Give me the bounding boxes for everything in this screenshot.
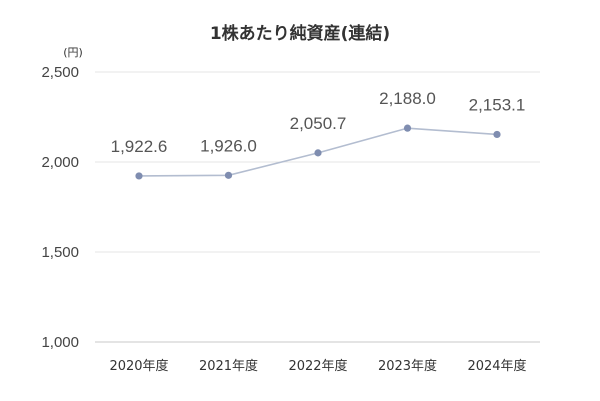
x-tick-label: 2022年度 bbox=[288, 358, 347, 374]
data-label: 1,922.6 bbox=[111, 137, 168, 156]
y-tick-label: 2,000 bbox=[41, 154, 79, 171]
y-unit-label: (円) bbox=[63, 46, 83, 59]
data-labels: 1,922.6 1,926.0 2,050.7 2,188.0 2,153.1 bbox=[111, 89, 526, 156]
x-tick-label: 2023年度 bbox=[378, 358, 437, 374]
x-tick-label: 2021年度 bbox=[199, 358, 258, 374]
y-tick-label: 2,500 bbox=[41, 64, 79, 81]
chart-title: 1株あたり純資産(連結) bbox=[210, 23, 390, 44]
y-tick-label: 1,500 bbox=[41, 244, 79, 261]
data-point bbox=[493, 130, 501, 139]
x-tick-label: 2024年度 bbox=[467, 358, 526, 374]
x-tick-label: 2020年度 bbox=[109, 358, 168, 374]
data-point bbox=[314, 149, 322, 157]
data-label: 1,926.0 bbox=[200, 136, 257, 155]
data-point bbox=[135, 172, 143, 180]
gridlines bbox=[95, 71, 540, 343]
data-label: 2,188.0 bbox=[379, 89, 436, 108]
data-point bbox=[403, 124, 412, 132]
data-label: 2,153.1 bbox=[469, 95, 526, 114]
x-tick-labels: 2020年度 2021年度 2022年度 2023年度 2024年度 bbox=[109, 358, 526, 374]
data-label: 2,050.7 bbox=[290, 114, 347, 133]
data-point bbox=[224, 171, 233, 179]
series bbox=[135, 124, 501, 180]
y-tick-labels: 1,000 1,500 2,000 2,500 bbox=[41, 64, 79, 351]
y-tick-label: 1,000 bbox=[41, 334, 79, 351]
